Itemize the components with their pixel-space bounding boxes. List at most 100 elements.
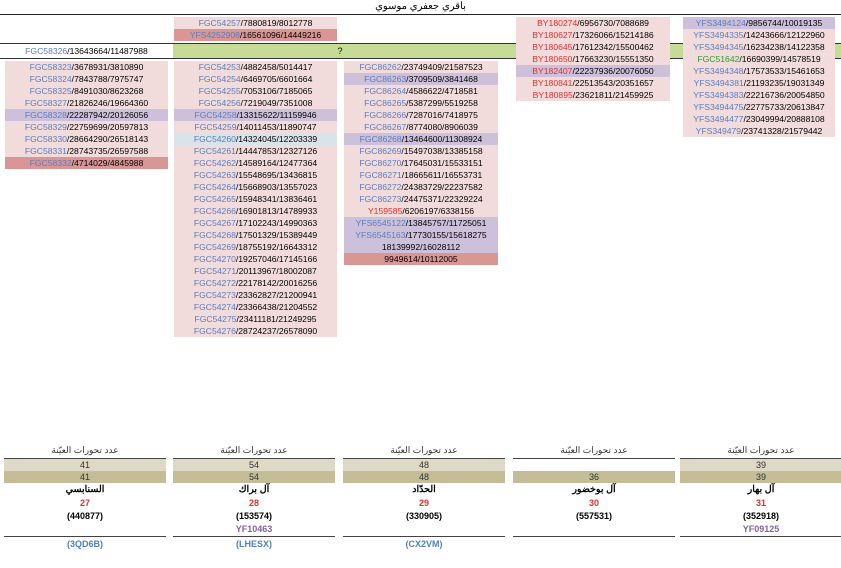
- snp-code: BY180274: [537, 18, 578, 28]
- snp-positions: 16690399/14578519: [741, 54, 821, 64]
- snp-positions: 5387299/5519258: [408, 98, 478, 108]
- separator: /: [71, 74, 75, 84]
- snp-row: FGC54263/15548695/13436815: [174, 169, 337, 181]
- snp-code: FGC54268: [193, 230, 236, 240]
- snp-code: FGC54253: [198, 62, 241, 72]
- kit-number: (330905): [405, 511, 443, 521]
- snp-positions: 18139992/16028112: [381, 242, 461, 252]
- snp-positions: 28724237/26578090: [238, 326, 318, 336]
- snp-positions: 17663230/15551350: [574, 54, 654, 64]
- snp-positions: 22287942/20126056: [69, 110, 149, 120]
- snp-positions: 7053106/7185065: [243, 86, 313, 96]
- snp-positions: 6956730/7088689: [579, 18, 649, 28]
- snp-row: FGC54268/17501329/15389449: [174, 229, 337, 241]
- snp-code: FGC54275: [194, 314, 237, 324]
- snp-positions: 23749409/21587523: [403, 62, 483, 72]
- snp-positions: 4714029/4845988: [74, 158, 144, 168]
- separator: /: [236, 110, 239, 120]
- separator: /: [401, 146, 404, 156]
- snp-positions: 22775733/20613847: [745, 102, 825, 112]
- snp-code: YFS3494345: [693, 42, 744, 52]
- snp-row: FGC86264/4586622/4718581: [344, 85, 498, 97]
- separator: /: [406, 110, 409, 120]
- column-4: BY180274/6956730/7088689 BY180627/1732606…: [516, 17, 670, 101]
- snp-code: FGC86273: [359, 194, 402, 204]
- snp-row: BY180895/23621811/21459925: [516, 89, 670, 101]
- separator: /: [406, 74, 409, 84]
- family-number: 31: [755, 498, 766, 508]
- separator: /: [240, 98, 244, 108]
- snp-code: FGC86268: [359, 134, 402, 144]
- snp-row: YFS3494348/17573533/15461653: [683, 65, 835, 77]
- mutation-count-1: [513, 459, 675, 471]
- snp-code: YFS3494477: [693, 114, 744, 124]
- snp-positions: 23741328/21579442: [743, 126, 823, 136]
- snp-row: FGC54274/23366438/21204552: [174, 301, 337, 313]
- snp-code: FGC86265: [364, 98, 407, 108]
- mutation-count-1: 54: [173, 459, 335, 471]
- family-number: 27: [79, 498, 90, 508]
- snp-positions: 16561096/14449216: [242, 30, 322, 40]
- snp-row: YFS3494475/22775733/20613847: [683, 101, 835, 113]
- snp-code: FGC54266: [193, 206, 236, 216]
- separator: /: [235, 146, 239, 156]
- snp-positions: 22216736/20054850: [745, 90, 825, 100]
- snp-code: YFS6545163: [355, 230, 406, 240]
- snp-code: FGC58323: [29, 62, 72, 72]
- snp-row: 18139992/16028112: [344, 241, 498, 253]
- snp-positions: 8491030/8623268: [74, 86, 144, 96]
- snp-code: YFS3494383: [693, 90, 744, 100]
- snp-code: FGC86269: [359, 146, 402, 156]
- snp-positions: 13315622/11159946: [238, 110, 317, 120]
- snp-code: BY180895: [532, 90, 573, 100]
- separator: /: [236, 122, 239, 132]
- snp-code: FGC86263: [364, 74, 407, 84]
- separator: /: [66, 134, 70, 144]
- snp-positions: 17326066/15214186: [574, 30, 654, 40]
- separator: /: [743, 78, 747, 88]
- snp-row: FGC54254/6469705/6601664: [174, 73, 337, 85]
- separator: /: [741, 126, 744, 136]
- kit-number: (440877): [66, 511, 104, 521]
- snp-row: FGC54275/23411181/21249295: [174, 313, 337, 325]
- separator: /: [235, 326, 239, 336]
- separator: /: [239, 30, 243, 40]
- snp-row: FGC58328/22287942/20126056: [5, 109, 168, 121]
- snp-row: YFS349479/23741328/21579442: [683, 125, 835, 137]
- kit-number: (153574): [235, 511, 273, 521]
- snp-code: YFS3494124: [695, 18, 746, 28]
- snp-row: FGC54257/7880819/8012778: [174, 17, 337, 29]
- snp-row: FGC58331/28743735/26597588: [5, 145, 168, 157]
- snp-positions: 3709509/3841468: [408, 74, 478, 84]
- snp-positions: 23049994/20888108: [745, 114, 825, 124]
- snp-row: FGC54273/23362827/21200941: [174, 289, 337, 301]
- snp-code: FGC86267: [364, 122, 407, 132]
- snp-code: FGC54262: [193, 158, 236, 168]
- haplogroup-code: (3QD6B): [4, 536, 166, 551]
- family-name: آل براك: [238, 484, 270, 495]
- snp-row: FGC54265/15948341/13836461: [174, 193, 337, 205]
- snp-positions: 23366438/21204552: [238, 302, 318, 312]
- snp-positions: 15948341/13836461: [238, 194, 318, 204]
- snp-code: FGC86271: [359, 170, 402, 180]
- snp-positions: 28743735/26597588: [69, 146, 149, 156]
- snp-positions: 22178142/20016256: [238, 278, 318, 288]
- separator: /: [572, 30, 575, 40]
- separator: /: [743, 42, 746, 52]
- snp-positions: 23362827/21200941: [238, 290, 318, 300]
- sub-clade: YF10463: [235, 524, 273, 534]
- column-3: FGC86262/23749409/21587523 FGC86263/37095…: [344, 61, 498, 265]
- snp-row: FGC58326/13643664/11487988: [5, 45, 168, 57]
- mutation-count-1: 41: [4, 459, 166, 471]
- snp-positions: 24383729/22237582: [403, 182, 483, 192]
- snp-positions: 19257046/17145166: [238, 254, 318, 264]
- mutation-count-2: 39: [680, 471, 841, 483]
- family-number: 29: [418, 498, 429, 508]
- snp-code: YFS3494475: [693, 102, 744, 112]
- snp-code: FGC54254: [198, 74, 241, 84]
- separator: /: [235, 302, 239, 312]
- sample-mutations-label: عدد تحورات العيّنة: [680, 442, 841, 459]
- snp-row: FGC86265/5387299/5519258: [344, 97, 498, 109]
- snp-row: FGC86267/8774080/8906039: [344, 121, 498, 133]
- snp-row: YFS3494381/21193235/19031349: [683, 77, 835, 89]
